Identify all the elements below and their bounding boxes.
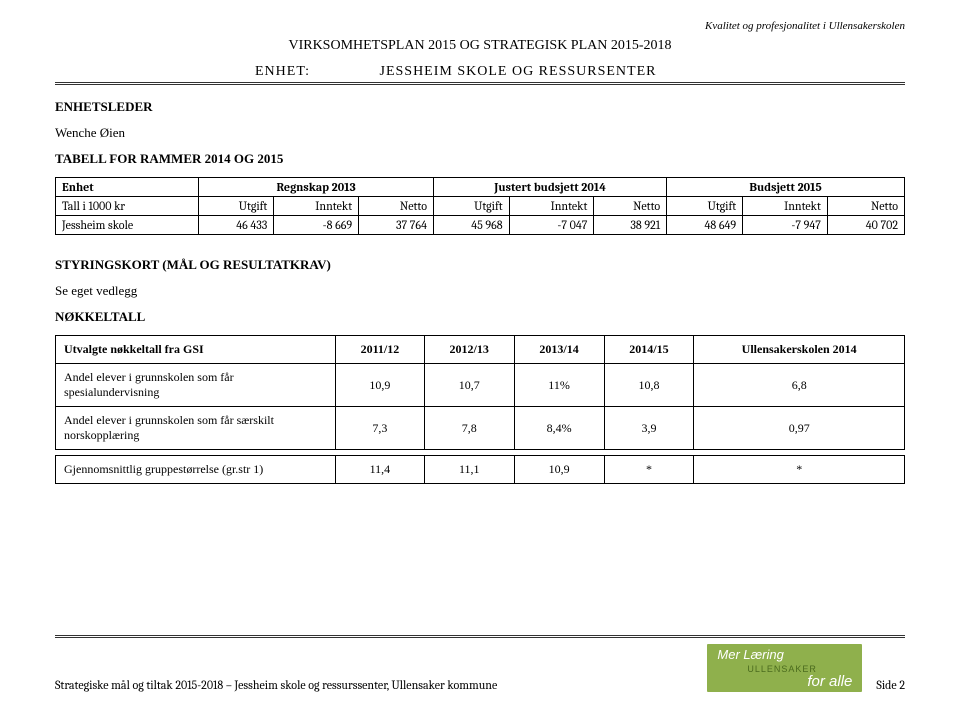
header-tagline: Kvalitet og profesjonalitet i Ullensaker…: [55, 20, 905, 32]
cell: Inntekt: [274, 197, 359, 216]
cell: 3,9: [604, 407, 694, 450]
cell: Utgift: [433, 197, 509, 216]
table-row: Utvalgte nøkkeltall fra GSI 2011/12 2012…: [56, 336, 905, 364]
cell: 40 702: [827, 216, 904, 235]
nokkeltall-title: NØKKELTALL: [55, 309, 905, 325]
header-rule: [55, 82, 905, 85]
cell: Gjennomsnittlig gruppestørrelse (gr.str …: [56, 456, 336, 484]
cell: *: [694, 456, 905, 484]
main-title: VIRKSOMHETSPLAN 2015 OG STRATEGISK PLAN …: [55, 38, 905, 54]
enhet-label: ENHET:: [255, 64, 375, 80]
th-regnskap: Regnskap 2013: [199, 178, 434, 197]
cell: 46 433: [199, 216, 274, 235]
th: Utvalgte nøkkeltall fra GSI: [56, 336, 336, 364]
cell: -8 669: [274, 216, 359, 235]
table-row: Andel elever i grunnskolen som får særsk…: [56, 407, 905, 450]
cell: Inntekt: [509, 197, 594, 216]
cell: 11%: [514, 364, 604, 407]
footer-text: Strategiske mål og tiltak 2015-2018 – Je…: [55, 678, 699, 692]
th-enhet: Enhet: [56, 178, 199, 197]
th: 2011/12: [336, 336, 425, 364]
table-row: Tall i 1000 kr Utgift Inntekt Netto Utgi…: [56, 197, 905, 216]
enhetsleder-name: Wenche Øien: [55, 125, 905, 141]
cell: Netto: [359, 197, 434, 216]
page-number: Side 2: [876, 678, 905, 692]
cell: 10,9: [514, 456, 604, 484]
footer: Strategiske mål og tiltak 2015-2018 – Je…: [55, 635, 905, 692]
th-justert: Justert budsjett 2014: [433, 178, 666, 197]
enhetsleder-title: ENHETSLEDER: [55, 99, 905, 115]
cell: 10,9: [336, 364, 425, 407]
cell: 0,97: [694, 407, 905, 450]
cell: Inntekt: [743, 197, 828, 216]
table-row: Jessheim skole 46 433 -8 669 37 764 45 9…: [56, 216, 905, 235]
cell: 10,7: [424, 364, 514, 407]
cell: 7,8: [424, 407, 514, 450]
table-row: Enhet Regnskap 2013 Justert budsjett 201…: [56, 178, 905, 197]
th-budsjett: Budsjett 2015: [667, 178, 905, 197]
cell: 6,8: [694, 364, 905, 407]
cell: Utgift: [199, 197, 274, 216]
cell: 48 649: [667, 216, 743, 235]
logo-bot: for alle: [807, 673, 852, 690]
cell: 37 764: [359, 216, 434, 235]
th: 2013/14: [514, 336, 604, 364]
cell: 11,1: [424, 456, 514, 484]
table-row: Andel elever i grunnskolen som får spesi…: [56, 364, 905, 407]
cell: *: [604, 456, 694, 484]
cell: Andel elever i grunnskolen som får særsk…: [56, 407, 336, 450]
rammer-title: TABELL FOR RAMMER 2014 OG 2015: [55, 151, 905, 167]
budget-table: Enhet Regnskap 2013 Justert budsjett 201…: [55, 177, 905, 235]
cell: Utgift: [667, 197, 743, 216]
styringskort-title: STYRINGSKORT (MÅL OG RESULTATKRAV): [55, 257, 905, 273]
th: 2012/13: [424, 336, 514, 364]
cell: -7 947: [743, 216, 828, 235]
cell: 45 968: [433, 216, 509, 235]
cell: Tall i 1000 kr: [56, 197, 199, 216]
th: 2014/15: [604, 336, 694, 364]
gsi-table: Utvalgte nøkkeltall fra GSI 2011/12 2012…: [55, 335, 905, 484]
cell: Jessheim skole: [56, 216, 199, 235]
cell: 8,4%: [514, 407, 604, 450]
cell: Netto: [594, 197, 667, 216]
logo: Mer Læring ULLENSAKER for alle: [707, 644, 862, 692]
footer-rule: [55, 635, 905, 638]
cell: 38 921: [594, 216, 667, 235]
th: Ullensakerskolen 2014: [694, 336, 905, 364]
cell: 10,8: [604, 364, 694, 407]
cell: Netto: [827, 197, 904, 216]
logo-top: Mer Læring: [717, 647, 783, 662]
table-row: Gjennomsnittlig gruppestørrelse (gr.str …: [56, 456, 905, 484]
cell: Andel elever i grunnskolen som får spesi…: [56, 364, 336, 407]
cell: 7,3: [336, 407, 425, 450]
enhet-value: JESSHEIM SKOLE OG RESSURSENTER: [380, 64, 657, 79]
cell: 11,4: [336, 456, 425, 484]
styringskort-note: Se eget vedlegg: [55, 283, 905, 299]
cell: -7 047: [509, 216, 594, 235]
